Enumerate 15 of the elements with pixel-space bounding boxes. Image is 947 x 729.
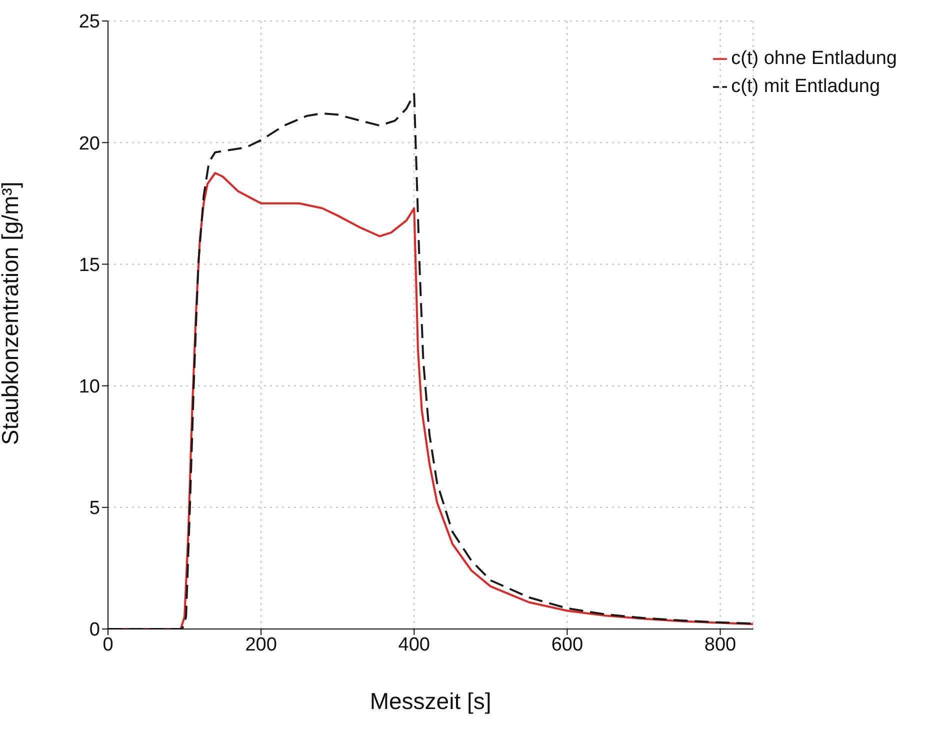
y-tick-label: 20 xyxy=(78,133,100,154)
y-tick-label: 5 xyxy=(89,498,100,520)
legend-label: c(t) ohne Entladung xyxy=(731,48,897,69)
legend-label: c(t) mit Entladung xyxy=(731,76,880,97)
y-tick-label: 25 xyxy=(78,12,100,33)
y-tick-label: 15 xyxy=(78,254,100,276)
x-tick-label: 0 xyxy=(102,634,114,656)
x-axis-title: Messzeit [s] xyxy=(370,688,492,714)
x-tick-label: 200 xyxy=(245,634,277,656)
x-tick-label: 600 xyxy=(551,634,584,656)
x-tick-label: 800 xyxy=(704,634,736,656)
y-tick-label: 0 xyxy=(89,620,100,641)
y-axis-title: Staubkonzentration [g/m³] xyxy=(0,182,24,445)
x-tick-label: 400 xyxy=(398,634,430,656)
y-tick-label: 10 xyxy=(78,376,100,398)
